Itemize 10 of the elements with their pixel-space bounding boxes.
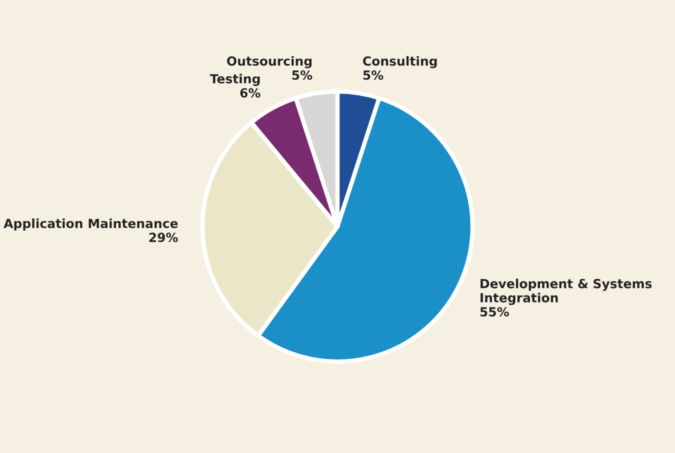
data-label: 55% xyxy=(480,307,509,317)
data-label: 5% xyxy=(363,70,384,80)
slice-label: Outsourcing xyxy=(227,56,312,68)
data-label: 29% xyxy=(149,232,178,242)
slice-label: Development & Systems Integration xyxy=(480,278,652,305)
slice-label: Consulting xyxy=(363,56,437,68)
slice-label: Testing xyxy=(210,74,260,86)
slice-label: Application Maintenance xyxy=(4,218,178,231)
data-label: 6% xyxy=(240,88,260,98)
data-label: 5% xyxy=(292,70,312,80)
